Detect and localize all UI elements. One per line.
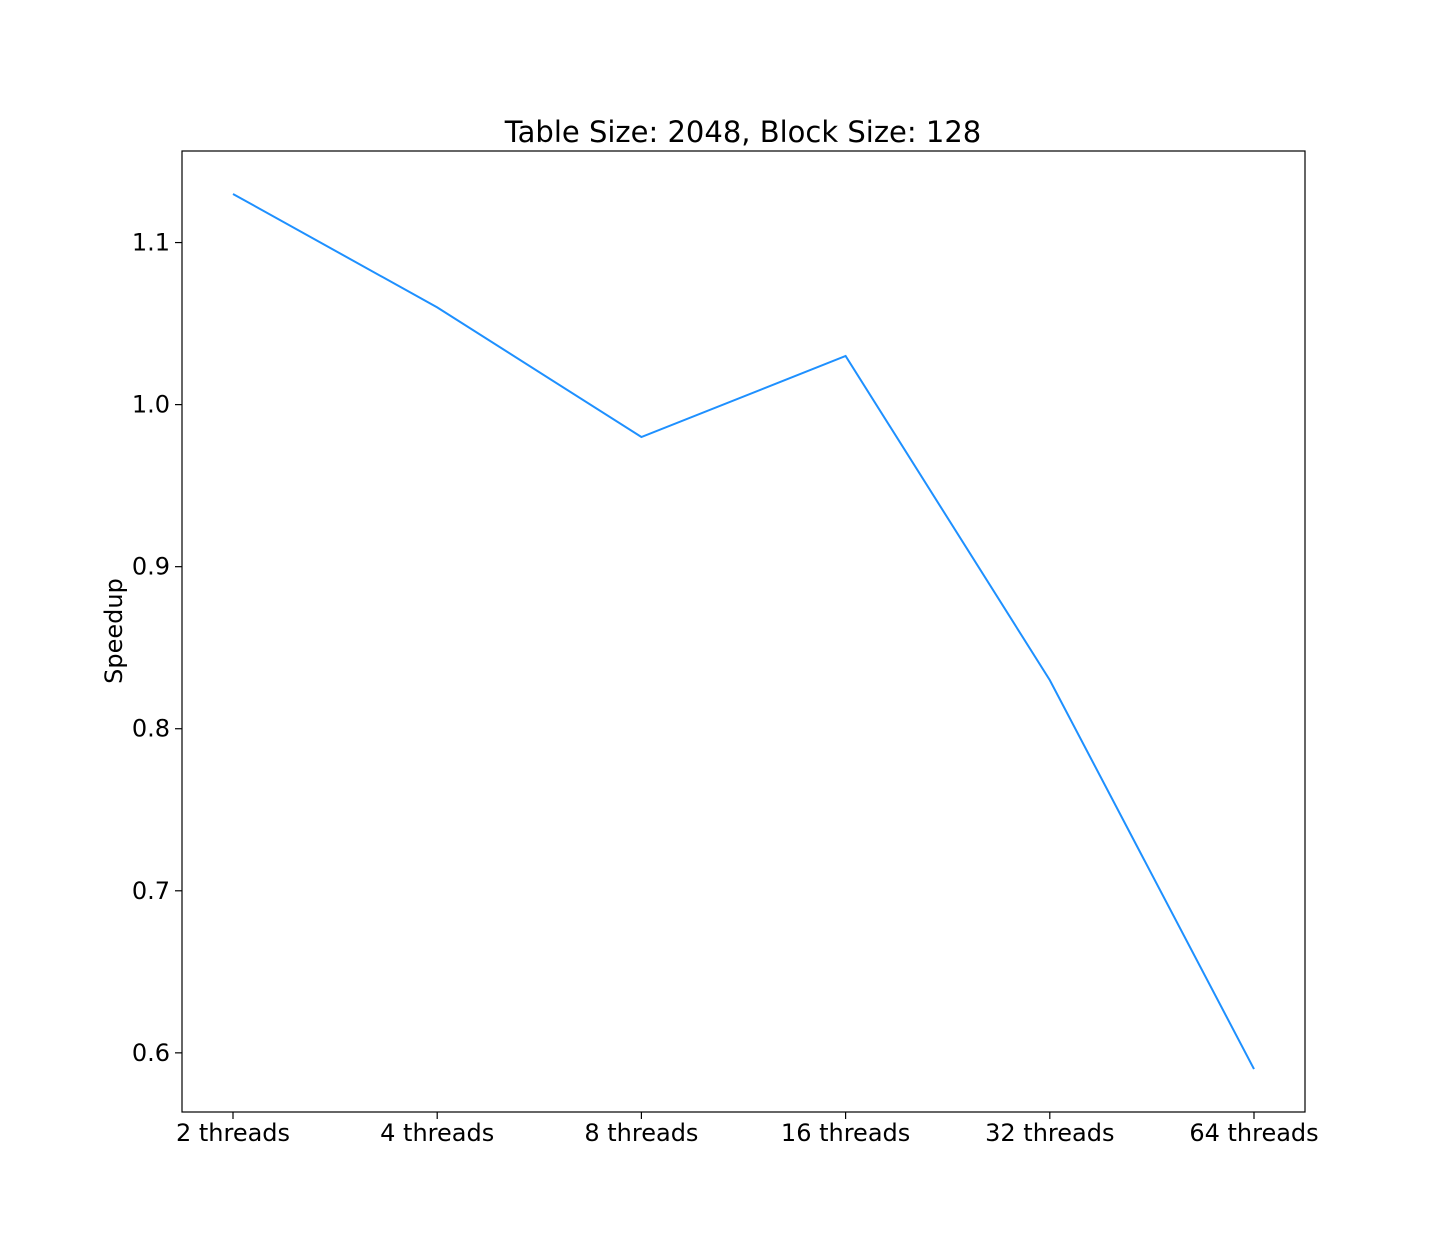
y-tick-label: 1.1: [132, 229, 170, 257]
y-axis-label: Speedup: [100, 578, 128, 684]
x-tick-label: 16 threads: [781, 1119, 910, 1147]
x-tick-label: 8 threads: [584, 1119, 698, 1147]
chart-title: Table Size: 2048, Block Size: 128: [504, 115, 982, 149]
y-tick-label: 1.0: [132, 391, 170, 419]
y-tick-label: 0.7: [132, 877, 170, 905]
y-tick-label: 0.8: [132, 715, 170, 743]
x-tick-label: 4 threads: [380, 1119, 494, 1147]
x-tick-label: 2 threads: [176, 1119, 290, 1147]
x-tick-label: 64 threads: [1189, 1119, 1318, 1147]
series-line: [233, 194, 1254, 1069]
y-tick-label: 0.6: [132, 1039, 170, 1067]
x-tick-label: 32 threads: [985, 1119, 1114, 1147]
plot-frame: [182, 151, 1305, 1112]
y-tick-label: 0.9: [132, 553, 170, 581]
plot-area: 0.6 0.7 0.8 0.9 1.0 1.1 2 threads 4 threads 8 th…: [132, 151, 1319, 1147]
